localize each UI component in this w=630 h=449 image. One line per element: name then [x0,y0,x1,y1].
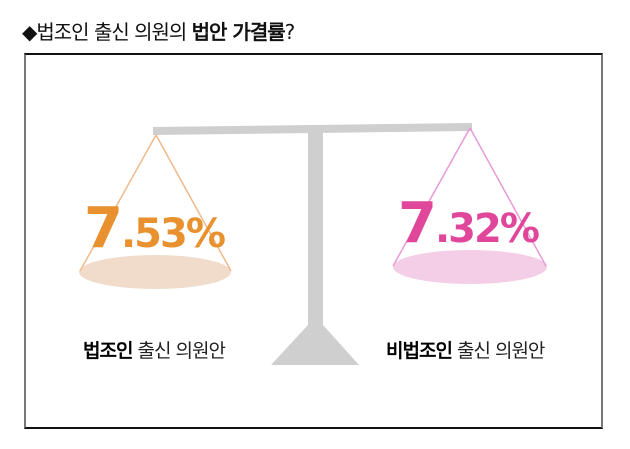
left-percentage: 7.53% [84,196,226,261]
left-label-bold: 법조인 [83,340,133,362]
page-title: ◆법조인 출신 의원의 법안 가결률? [22,16,296,45]
title-suffix: ? [284,20,296,44]
right-percentage: 7.32% [398,191,540,256]
left-label-rest: 출신 의원안 [132,340,225,362]
infographic-frame [24,53,603,429]
title-bold: 법안 가결률 [191,20,286,44]
right-label: 비법조인 출신 의원안 [386,336,545,363]
left-label: 법조인 출신 의원안 [83,336,226,363]
right-label-rest: 출신 의원안 [451,340,545,362]
right-value-int: 7 [398,191,437,256]
left-value-rest: .53% [120,211,226,257]
title-prefix: ◆법조인 출신 의원의 [22,20,192,44]
right-label-bold: 비법조인 [386,340,453,362]
left-value-int: 7 [84,196,123,261]
right-value-rest: .32% [434,206,540,252]
